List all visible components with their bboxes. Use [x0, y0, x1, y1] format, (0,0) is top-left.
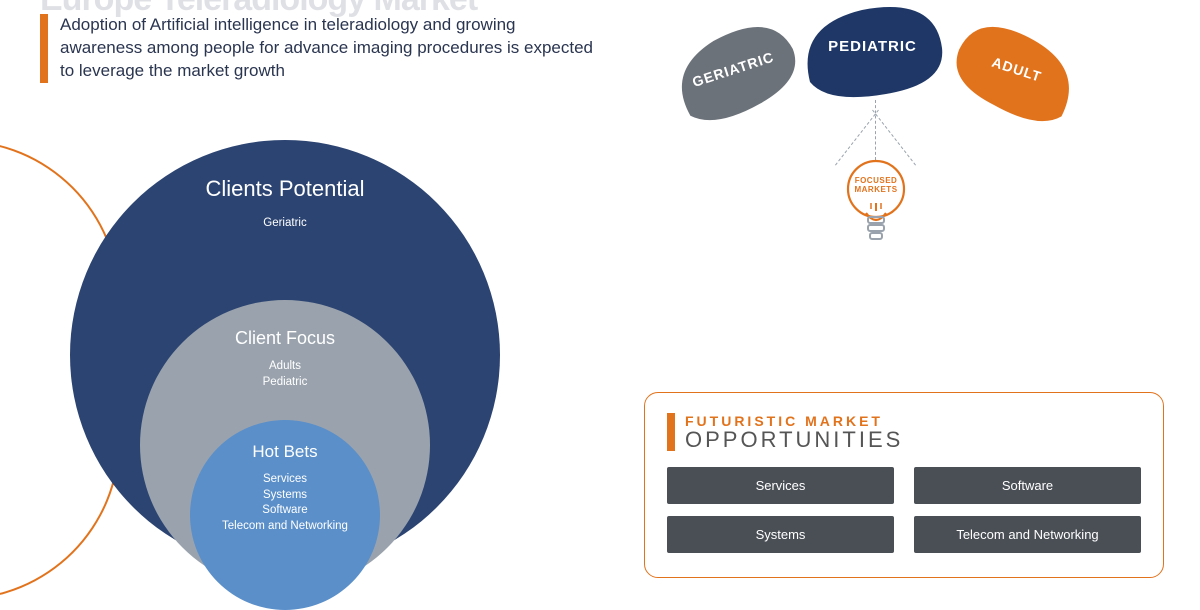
ring-item: Telecom and Networking [190, 519, 380, 535]
subtitle-block: Adoption of Artificial intelligence in t… [40, 14, 600, 83]
petal-geriatric: GERIATRIC [659, 12, 810, 138]
connector-dash [875, 100, 876, 160]
petal-pediatric: PEDIATRIC [800, 4, 945, 104]
ring-item: Systems [190, 488, 380, 504]
focused-markets-fan: GERIATRIC PEDIATRIC ADULT FOCUSED MARKET… [660, 0, 1080, 320]
petal-adult: ADULT [939, 12, 1090, 138]
subtitle-text: Adoption of Artificial intelligence in t… [60, 14, 600, 83]
lightbulb-icon: FOCUSED MARKETS [840, 155, 912, 265]
petal-label: PEDIATRIC [828, 38, 917, 55]
accent-bar [667, 413, 675, 451]
accent-bar [40, 14, 48, 83]
ring-title: Hot Bets [190, 420, 380, 462]
ring-title: Clients Potential [70, 140, 500, 202]
bulb-label: FOCUSED MARKETS [854, 177, 897, 195]
ring-item: Services [190, 472, 380, 488]
opportunities-title-big: OPPORTUNITIES [685, 429, 903, 451]
opportunity-cell: Software [914, 467, 1141, 504]
nested-circle-chart: Clients Potential Geriatric Client Focus… [70, 140, 500, 570]
ring-item: Adults [140, 359, 430, 375]
ring-hot-bets: Hot Bets Services Systems Software Telec… [190, 420, 380, 610]
ring-item: Geriatric [70, 216, 500, 232]
opportunities-grid: Services Software Systems Telecom and Ne… [667, 467, 1141, 553]
opportunities-heading: FUTURISTIC MARKET OPPORTUNITIES [667, 413, 1141, 451]
opportunity-cell: Systems [667, 516, 894, 553]
ring-items: Services Systems Software Telecom and Ne… [190, 472, 380, 534]
opportunities-panel: FUTURISTIC MARKET OPPORTUNITIES Services… [644, 392, 1164, 578]
ring-items: Adults Pediatric [140, 359, 430, 390]
ring-item: Pediatric [140, 375, 430, 391]
opportunity-cell: Telecom and Networking [914, 516, 1141, 553]
opportunity-cell: Services [667, 467, 894, 504]
ring-item: Software [190, 503, 380, 519]
ring-items: Geriatric [70, 216, 500, 232]
ring-title: Client Focus [140, 300, 430, 349]
